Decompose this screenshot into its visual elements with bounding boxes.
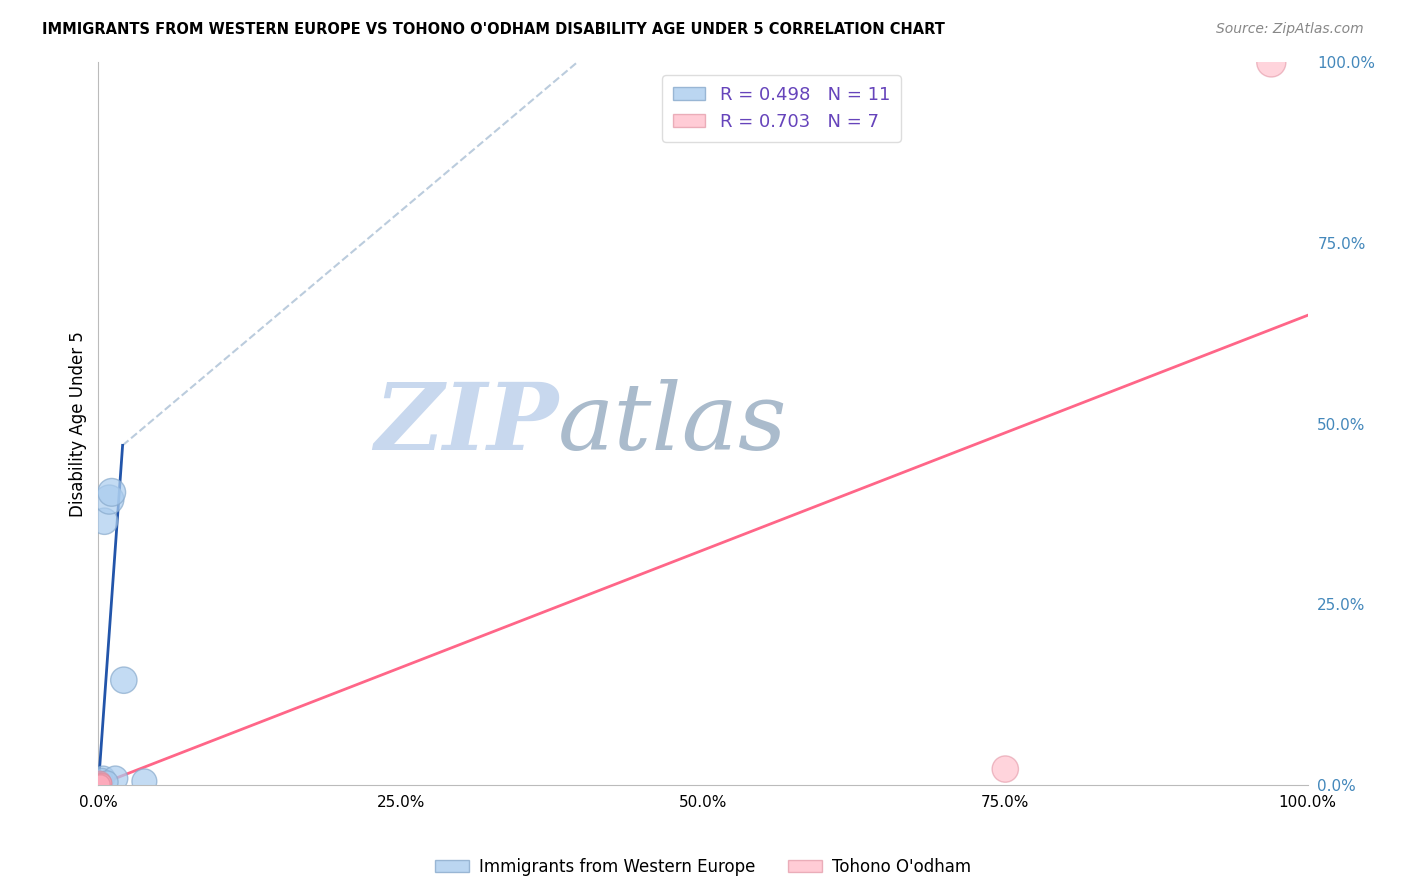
Point: [90, 777, 112, 791]
Text: atlas: atlas: [558, 379, 787, 468]
Point: [89, 777, 111, 791]
Point: [98, 492, 121, 507]
Text: Source: ZipAtlas.com: Source: ZipAtlas.com: [1216, 22, 1364, 37]
Point: [134, 774, 156, 789]
Point: [91, 776, 114, 790]
Text: ZIP: ZIP: [374, 379, 558, 468]
Point: [994, 762, 1017, 776]
Point: [90, 774, 112, 789]
Point: [91, 772, 114, 787]
Text: IMMIGRANTS FROM WESTERN EUROPE VS TOHONO O'ODHAM DISABILITY AGE UNDER 5 CORRELAT: IMMIGRANTS FROM WESTERN EUROPE VS TOHONO…: [42, 22, 945, 37]
Point: [1260, 55, 1282, 70]
Y-axis label: Disability Age Under 5: Disability Age Under 5: [69, 331, 87, 516]
Point: [91, 771, 114, 785]
Point: [104, 772, 127, 786]
Point: [96, 775, 118, 789]
Point: [90, 776, 112, 790]
Point: [89, 776, 111, 790]
Point: [112, 673, 135, 688]
Point: [100, 485, 122, 500]
Point: [89, 775, 111, 789]
Point: [93, 514, 115, 528]
Legend: Immigrants from Western Europe, Tohono O'odham: Immigrants from Western Europe, Tohono O…: [429, 851, 977, 882]
